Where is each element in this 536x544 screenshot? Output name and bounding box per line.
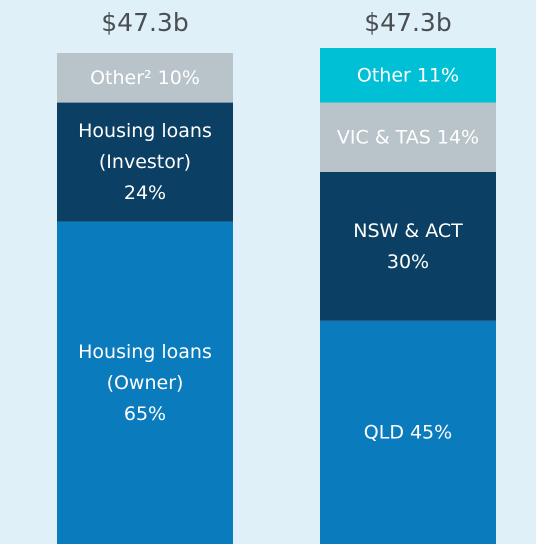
- bar-segment: [57, 221, 233, 544]
- segment-value: 14%: [437, 126, 479, 148]
- segment-name: VIC & TAS: [337, 126, 431, 148]
- bar-total: $47.3b: [364, 8, 451, 37]
- segment-name: Other²: [90, 66, 152, 88]
- bar-segment: [57, 102, 233, 222]
- segment-label: Housing loans (Investor) 24%: [78, 120, 212, 204]
- segment-name: Housing loans: [78, 120, 212, 142]
- segment-label: VIC & TAS 14%: [337, 126, 479, 148]
- segment-label: Other 11%: [357, 64, 459, 86]
- segment-name: (Investor): [99, 151, 191, 173]
- segment-label: QLD 45%: [364, 421, 452, 443]
- segment-name: (Owner): [107, 371, 184, 393]
- bar-segment: [320, 320, 496, 544]
- segment-value: 10%: [158, 66, 200, 88]
- bar-segment: [320, 172, 496, 321]
- segment-value: 11%: [417, 64, 459, 86]
- segment-value: 30%: [387, 250, 429, 272]
- segment-name: Housing loans: [78, 340, 212, 362]
- segment-value: 65%: [124, 402, 166, 424]
- segment-label: NSW & ACT 30%: [353, 219, 463, 272]
- segment-label: Housing loans (Owner) 65%: [78, 340, 212, 424]
- segment-name: QLD: [364, 421, 404, 443]
- bar-segment: [57, 52, 233, 103]
- segment-value: 45%: [410, 421, 452, 443]
- segment-label: Other² 10%: [90, 66, 200, 88]
- segment-name: Other: [357, 64, 411, 86]
- bar-segment: [320, 48, 496, 103]
- bar-total: $47.3b: [101, 8, 188, 37]
- segment-value: 24%: [124, 182, 166, 204]
- segment-name: NSW & ACT: [353, 219, 463, 241]
- bar-segment: [320, 102, 496, 172]
